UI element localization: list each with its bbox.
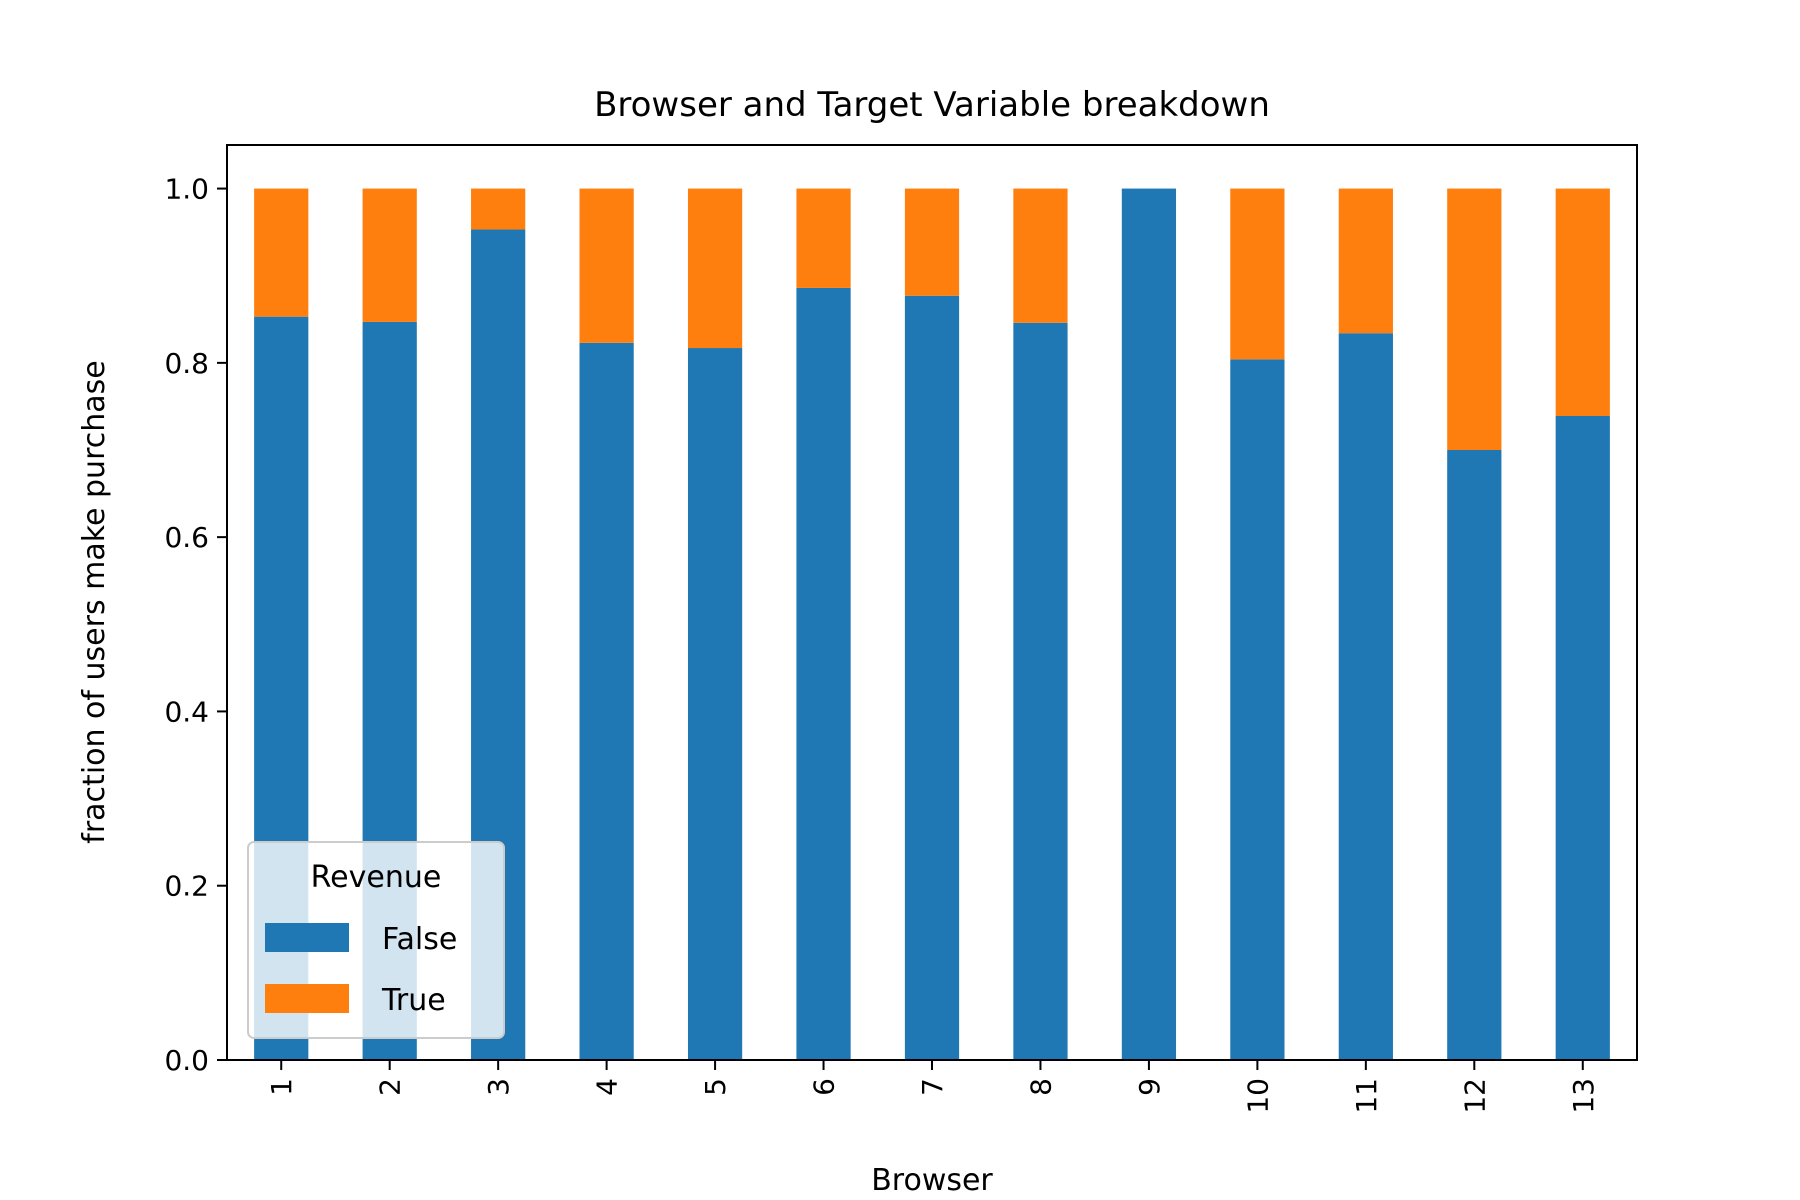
y-tick-label: 1.0 [164,173,209,206]
legend: Revenue False True [247,841,505,1039]
y-tick-label: 0.0 [164,1044,209,1077]
y-tick-label: 0.4 [164,695,209,728]
x-axis-ticks: 1 2 3 4 5 6 7 8 9 10 11 12 13 [265,1060,1600,1114]
bar-true-browser-11 [1338,188,1393,334]
y-tick-label: 0.2 [164,870,209,903]
bar-false-browser-4 [579,342,634,1060]
x-tick-label: 8 [1024,1078,1057,1096]
bar-false-browser-7 [904,295,960,1060]
x-tick-label: 6 [808,1078,841,1096]
bar-false-browser-12 [1447,450,1502,1060]
x-tick-label: 7 [916,1078,949,1096]
bar-true-browser-4 [579,188,634,343]
legend-swatch-true [265,984,349,1013]
bar-false-browser-5 [687,348,743,1060]
x-tick-label: 5 [699,1078,732,1096]
bar-false-browser-8 [1013,322,1068,1060]
y-tick-label: 0.6 [164,521,209,554]
bar-true-browser-2 [362,188,417,322]
x-tick-label: 4 [591,1078,624,1096]
y-axis-label: fraction of users make purchase [77,360,112,843]
legend-label-false: False [382,922,457,957]
bar-false-browser-6 [796,287,851,1060]
x-tick-label: 12 [1458,1078,1491,1114]
bar-false-browser-10 [1230,359,1285,1060]
x-tick-label: 3 [482,1078,515,1096]
x-axis-label: Browser [871,1163,993,1198]
bar-true-browser-13 [1555,188,1610,417]
bar-false-browser-13 [1555,416,1610,1060]
bar-true-browser-12 [1447,188,1502,451]
x-tick-label: 10 [1241,1078,1274,1114]
bar-false-browser-11 [1338,333,1393,1060]
plot-frame [226,144,1638,1061]
bar-true-browser-1 [254,188,309,317]
x-tick-label: 11 [1350,1078,1383,1114]
bar-true-browser-10 [1230,188,1285,360]
y-tick-label: 0.8 [164,347,209,380]
x-tick-label: 1 [265,1078,298,1096]
chart-title: Browser and Target Variable breakdown [594,85,1270,125]
y-axis-ticks: 0.0 0.2 0.4 0.6 0.8 1.0 [164,173,227,1077]
legend-label-true: True [381,983,446,1018]
legend-title: Revenue [311,860,442,895]
bar-true-browser-5 [687,188,743,349]
bar-true-browser-7 [904,188,960,296]
bar-false-browser-9 [1121,188,1177,1061]
x-tick-label: 13 [1567,1078,1600,1114]
x-tick-label: 2 [374,1078,407,1096]
x-tick-label: 9 [1133,1078,1166,1096]
bar-true-browser-8 [1013,188,1068,323]
legend-swatch-false [265,923,349,952]
bar-true-browser-6 [796,188,851,288]
bar-true-browser-3 [471,188,526,230]
